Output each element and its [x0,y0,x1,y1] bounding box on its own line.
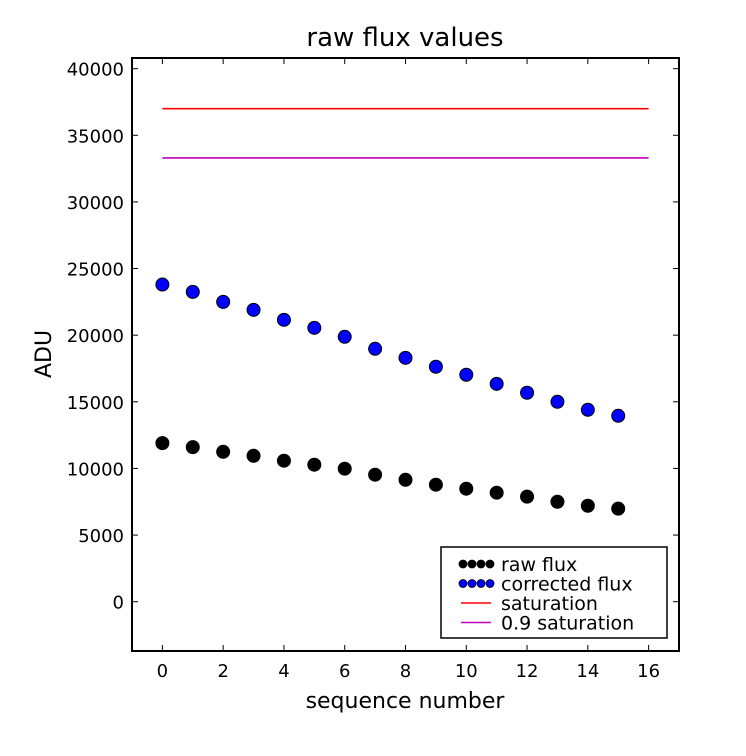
data-point [246,448,261,463]
legend-entry: saturation [461,593,598,615]
data-point [307,457,322,472]
legend-marker-swatch [467,559,477,569]
legend-entry: raw flux [458,554,577,576]
data-point [611,408,626,423]
legend-label: saturation [501,593,598,615]
y-tick-label: 15000 [67,393,124,414]
data-point [368,467,383,482]
x-tick-label: 10 [455,661,478,682]
data-point [550,494,565,509]
legend-marker-swatch [476,559,486,569]
legend-label: 0.9 saturation [501,613,634,635]
x-tick-label: 0 [157,661,168,682]
data-point [520,385,535,400]
data-point [580,498,595,513]
data-point [489,376,504,391]
legend-entry: corrected flux [458,574,633,596]
data-point [216,444,231,459]
data-point [185,440,200,455]
data-point [155,277,170,292]
data-point [276,312,291,327]
axis-ticks: 0 2 4 6 8 10 12 14 16 0 5000 10000 15000 20000 25000 30… [67,58,679,682]
data-point [580,402,595,417]
y-tick-label: 30000 [67,193,124,214]
data-point [550,394,565,409]
x-tick-label: 8 [400,661,411,682]
legend-marker-swatch [458,559,468,569]
data-point [428,477,443,492]
y-axis-label: ADU [32,330,57,378]
y-tick-label: 25000 [67,260,124,281]
data-point [216,294,231,309]
data-point [459,481,474,496]
data-point [398,472,413,487]
x-tick-label: 16 [637,661,660,682]
y-tick-label: 10000 [67,459,124,480]
data-point [428,359,443,374]
y-tick-label: 0 [113,593,124,614]
y-tick-label: 20000 [67,326,124,347]
x-tick-label: 2 [217,661,228,682]
data-point [459,367,474,382]
axes-frame [131,57,680,652]
y-tick-label: 40000 [67,60,124,81]
legend-marker-swatch [485,559,495,569]
x-tick-label: 4 [278,661,289,682]
y-tick-label: 5000 [78,526,124,547]
legend-marker-swatch [476,579,486,588]
legend-marker-swatch [467,579,477,588]
data-point [611,501,626,516]
legend-label: raw flux [501,554,577,576]
data-point [307,320,322,335]
legend-marker-swatch [458,579,468,588]
legend-marker-swatch [485,579,495,588]
data-point [398,350,413,365]
y-tick-label: 35000 [67,126,124,147]
data-point [337,329,352,344]
data-point [489,485,504,500]
legend-label: corrected flux [501,574,633,596]
chart-title: raw flux values [306,23,503,53]
plot-marks [155,107,649,516]
data-point [155,436,170,451]
data-point [185,284,200,299]
legend-entry: 0.9 saturation [461,613,634,635]
x-tick-label: 14 [576,661,599,682]
data-point [246,302,261,317]
data-point [337,461,352,476]
data-point [520,489,535,504]
x-tick-label: 6 [339,661,350,682]
data-point [276,453,291,468]
x-axis-label: sequence number [306,689,506,714]
x-tick-label: 12 [516,661,539,682]
data-point [368,341,383,356]
